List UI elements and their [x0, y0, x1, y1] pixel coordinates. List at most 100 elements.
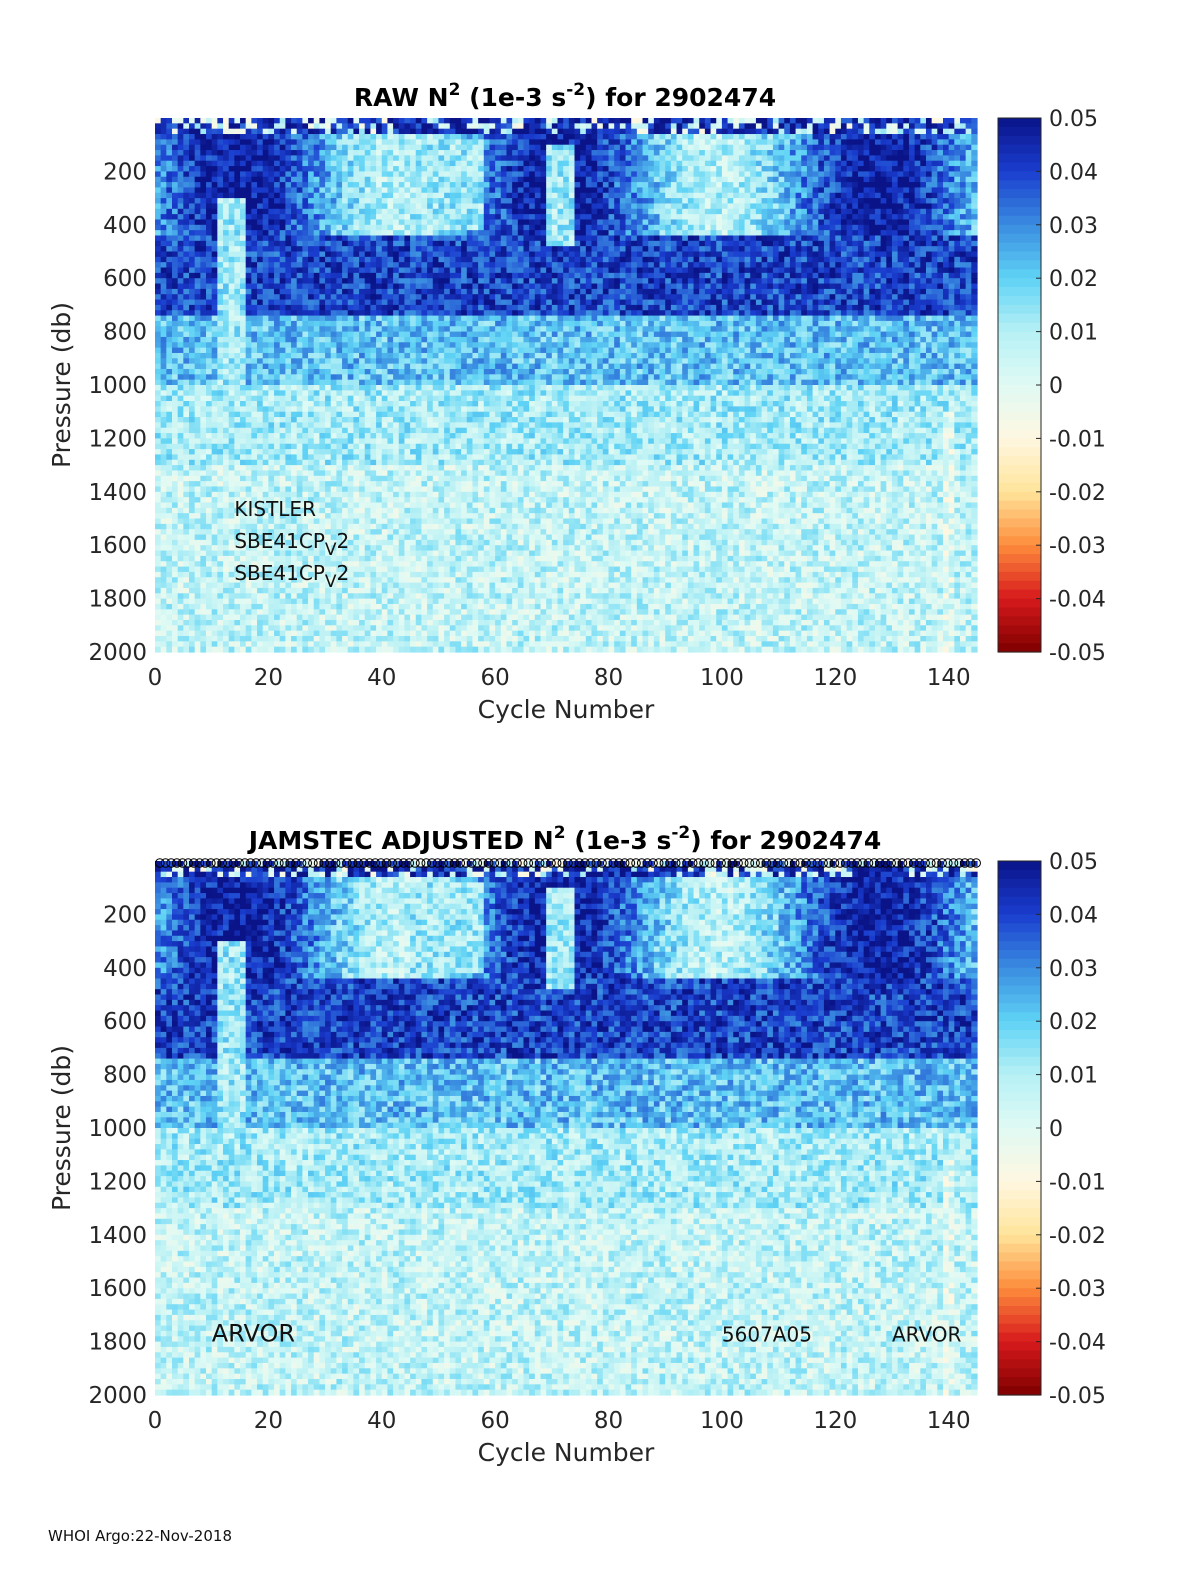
heatmap-cell: [404, 604, 410, 610]
heatmap-cell: [382, 123, 388, 129]
heatmap-cell: [308, 481, 314, 487]
heatmap-cell: [302, 390, 308, 396]
heatmap-cell: [166, 214, 172, 220]
heatmap-cell: [280, 641, 286, 647]
heatmap-cell: [353, 145, 359, 151]
heatmap-cell: [376, 166, 382, 172]
heatmap-cell: [302, 139, 308, 145]
heatmap-cell: [353, 310, 359, 316]
heatmap-cell: [359, 171, 365, 177]
heatmap-cell: [297, 268, 303, 274]
heatmap-cell: [336, 145, 342, 151]
heatmap-cell: [421, 412, 427, 418]
heatmap-cell: [433, 182, 439, 188]
heatmap-cell: [285, 252, 291, 258]
heatmap-cell: [421, 129, 427, 135]
heatmap-cell: [365, 374, 371, 380]
heatmap-cell: [189, 268, 195, 274]
heatmap-cell: [246, 337, 252, 343]
heatmap-cell: [410, 454, 416, 460]
heatmap-cell: [251, 380, 257, 386]
heatmap-cell: [285, 305, 291, 311]
heatmap-cell: [433, 412, 439, 418]
heatmap-cell: [325, 561, 331, 567]
heatmap-cell: [274, 444, 280, 450]
heatmap-cell: [257, 588, 263, 594]
heatmap-cell: [421, 519, 427, 525]
heatmap-cell: [200, 123, 206, 129]
heatmap-cell: [183, 284, 189, 290]
heatmap-cell: [195, 310, 201, 316]
heatmap-cell: [427, 364, 433, 370]
heatmap-cell: [155, 155, 161, 161]
heatmap-cell: [421, 492, 427, 498]
heatmap-cell: [155, 257, 161, 263]
heatmap-cell: [234, 193, 240, 199]
heatmap-cell: [399, 556, 405, 562]
heatmap-cell: [240, 428, 246, 434]
heatmap-cell: [399, 203, 405, 209]
heatmap-cell: [189, 620, 195, 626]
heatmap-cell: [280, 235, 286, 241]
heatmap-cell: [410, 620, 416, 626]
heatmap-cell: [359, 300, 365, 306]
heatmap-cell: [268, 262, 274, 268]
heatmap-cell: [314, 358, 320, 364]
heatmap-cell: [359, 481, 365, 487]
heatmap-cell: [268, 438, 274, 444]
heatmap-cell: [155, 465, 161, 471]
heatmap-cell: [365, 209, 371, 215]
heatmap-cell: [382, 572, 388, 578]
heatmap-cell: [223, 246, 229, 252]
heatmap-cell: [285, 476, 291, 482]
heatmap-cell: [393, 460, 399, 466]
heatmap-cell: [178, 588, 184, 594]
heatmap-cell: [319, 300, 325, 306]
heatmap-cell: [223, 123, 229, 129]
heatmap-cell: [251, 390, 257, 396]
heatmap-cell: [297, 428, 303, 434]
heatmap-cell: [223, 428, 229, 434]
heatmap-cell: [393, 513, 399, 519]
heatmap-cell: [200, 551, 206, 557]
heatmap-cell: [376, 300, 382, 306]
heatmap-cell: [195, 502, 201, 508]
heatmap-cell: [297, 444, 303, 450]
heatmap-cell: [370, 123, 376, 129]
heatmap-cell: [427, 454, 433, 460]
heatmap-cell: [376, 481, 382, 487]
heatmap-cell: [382, 342, 388, 348]
heatmap-cell: [353, 561, 359, 567]
heatmap-cell: [387, 139, 393, 145]
heatmap-cell: [223, 492, 229, 498]
heatmap-cell: [421, 123, 427, 129]
heatmap-cell: [223, 278, 229, 284]
heatmap-cell: [342, 198, 348, 204]
heatmap-cell: [365, 438, 371, 444]
heatmap-cell: [178, 406, 184, 412]
heatmap-cell: [189, 401, 195, 407]
heatmap-cell: [155, 182, 161, 188]
heatmap-cell: [353, 353, 359, 359]
heatmap-cell: [427, 508, 433, 514]
heatmap-cell: [155, 609, 161, 615]
heatmap-cell: [342, 348, 348, 354]
heatmap-cell: [161, 161, 167, 167]
heatmap-cell: [246, 636, 252, 642]
heatmap-cell: [331, 182, 337, 188]
heatmap-cell: [353, 118, 359, 124]
heatmap-cell: [172, 625, 178, 631]
heatmap-cell: [206, 177, 212, 183]
heatmap-cell: [285, 209, 291, 215]
heatmap-cell: [376, 198, 382, 204]
heatmap-cell: [291, 353, 297, 359]
heatmap-cell: [308, 268, 314, 274]
heatmap-cell: [251, 171, 257, 177]
heatmap-cell: [370, 209, 376, 215]
heatmap-cell: [257, 636, 263, 642]
heatmap-cell: [229, 369, 235, 375]
heatmap-cell: [274, 396, 280, 402]
heatmap-cell: [331, 396, 337, 402]
heatmap-cell: [240, 342, 246, 348]
heatmap-cell: [297, 631, 303, 637]
